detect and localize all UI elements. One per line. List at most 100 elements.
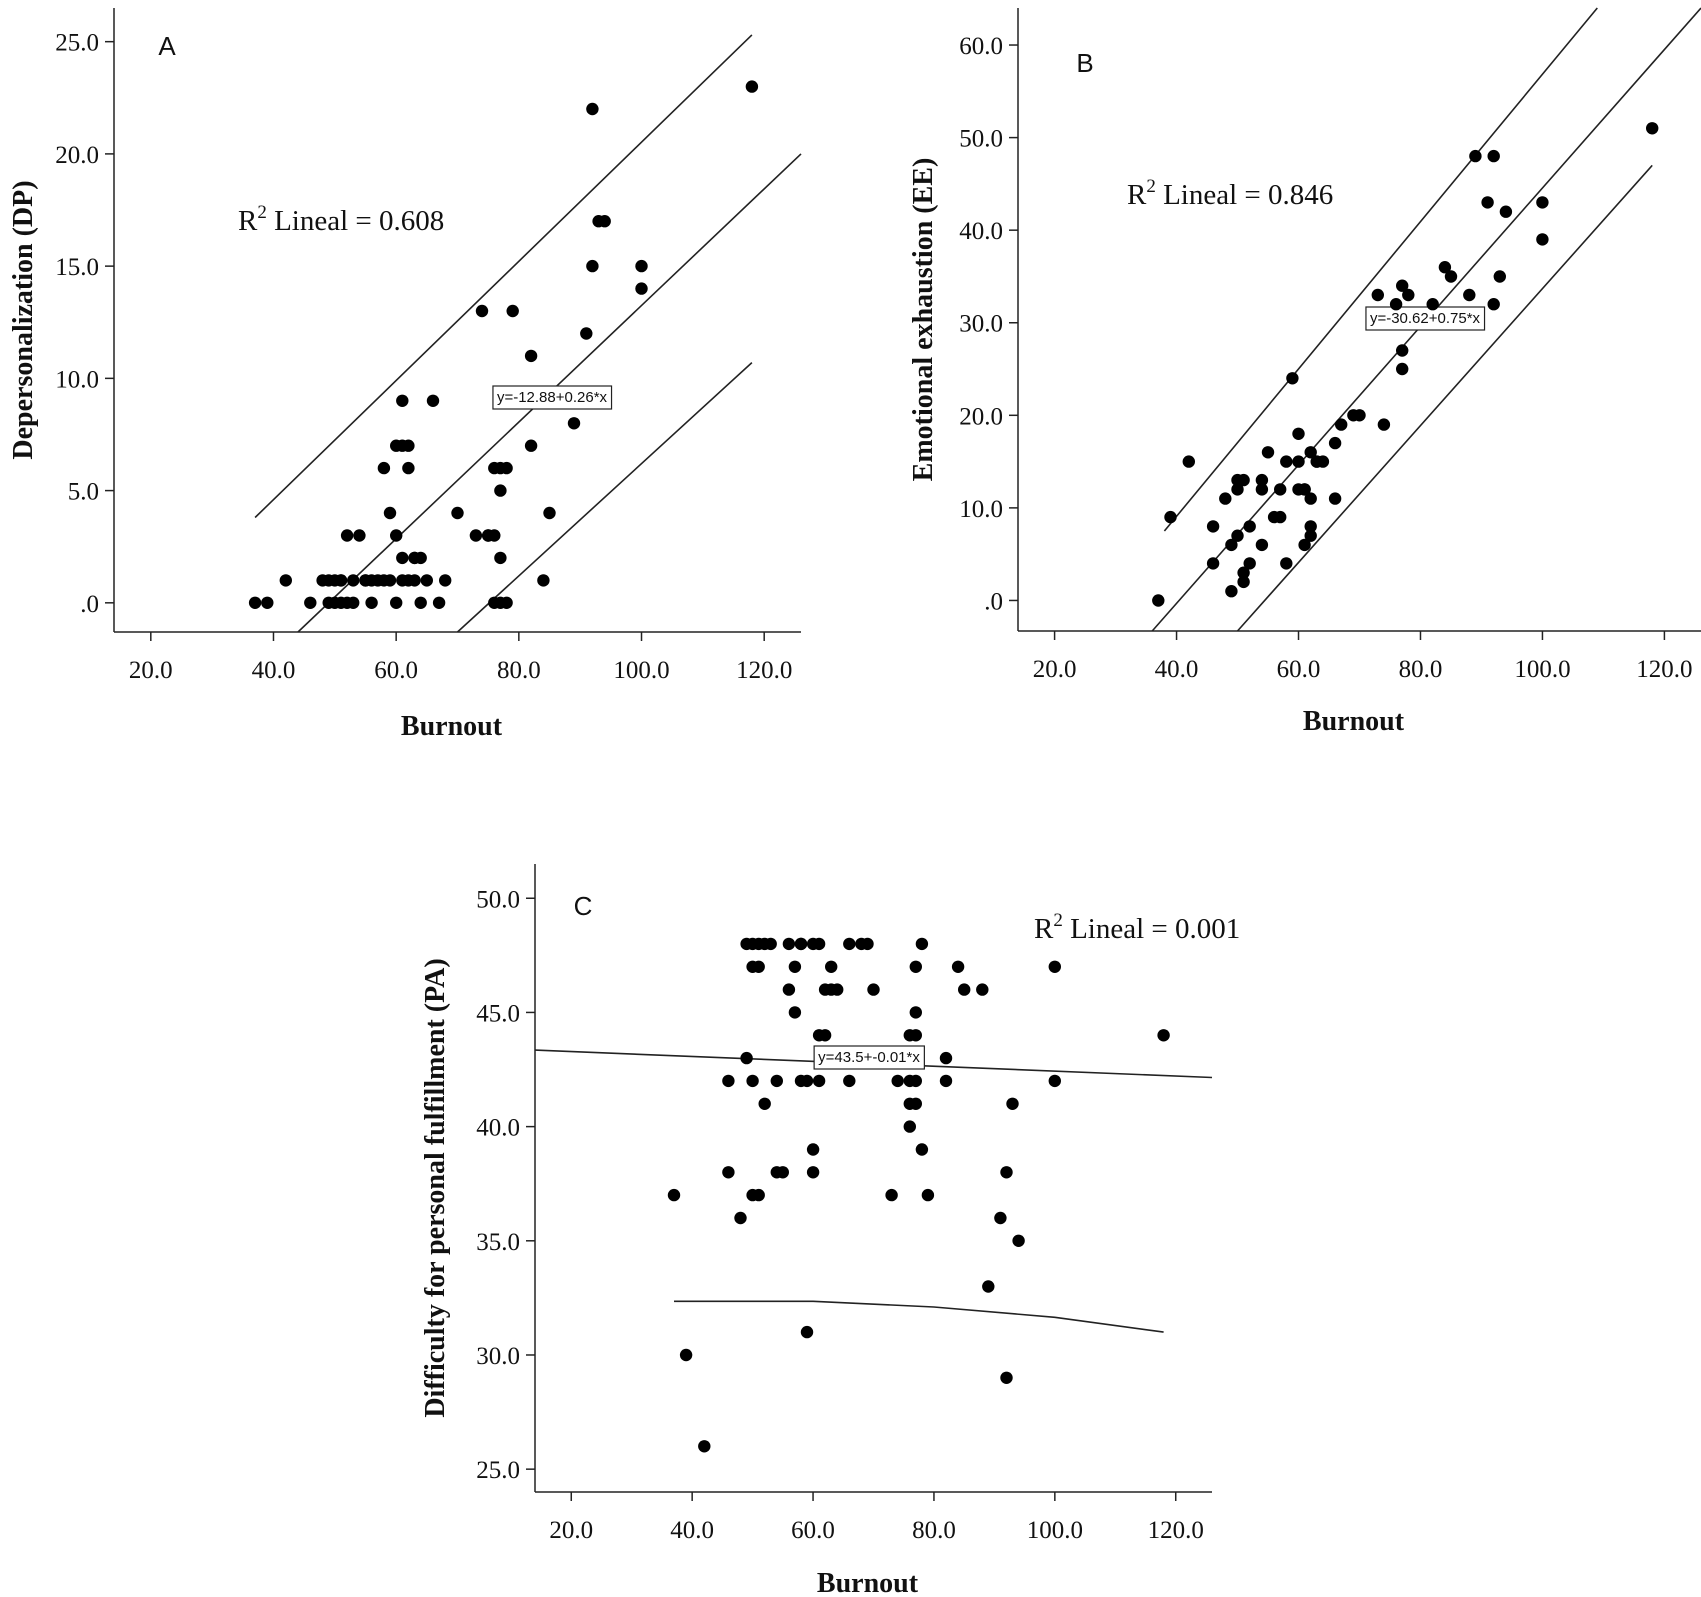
r2-annotation: R2 Lineal = 0.846 <box>1127 176 1333 211</box>
data-point <box>788 960 802 973</box>
data-point <box>524 439 538 452</box>
data-point <box>843 937 856 951</box>
data-point <box>782 937 796 951</box>
data-point <box>567 417 581 430</box>
data-point <box>1493 270 1507 283</box>
data-point <box>818 1029 832 1042</box>
data-point <box>396 551 409 565</box>
y-tick-label: 15.0 <box>55 254 99 281</box>
data-point <box>1157 1029 1170 1042</box>
y-tick-label: 20.0 <box>55 142 99 169</box>
data-point <box>1298 483 1311 496</box>
y-tick-label: .0 <box>984 588 1003 615</box>
x-tick-label: 80.0 <box>912 1517 956 1544</box>
data-point <box>915 937 929 951</box>
data-point <box>500 596 513 609</box>
data-point <box>635 282 648 295</box>
data-point <box>1261 446 1275 459</box>
data-point <box>982 1280 995 1293</box>
data-point <box>1255 473 1269 487</box>
data-point <box>304 596 317 609</box>
data-point <box>1012 1234 1025 1248</box>
data-point <box>752 1188 765 1202</box>
data-point <box>1396 362 1409 376</box>
r2-annotation: R2 Lineal = 0.001 <box>1034 910 1240 945</box>
x-tick-label: 60.0 <box>1277 656 1321 683</box>
data-point <box>1487 149 1500 163</box>
data-point <box>891 1074 904 1088</box>
data-point <box>1280 557 1293 570</box>
data-point <box>1389 298 1403 311</box>
data-point <box>951 960 965 973</box>
data-point <box>340 529 354 542</box>
y-tick-label: 20.0 <box>959 403 1003 430</box>
data-point <box>432 596 446 609</box>
data-point <box>843 1074 856 1088</box>
data-point <box>806 1143 820 1156</box>
data-point <box>334 574 348 587</box>
data-point <box>909 1029 922 1042</box>
data-point <box>1206 520 1220 533</box>
data-point <box>414 596 427 609</box>
data-point <box>1304 520 1317 533</box>
data-point <box>414 551 427 565</box>
panel-letter: A <box>158 31 176 61</box>
x-axis-title: Burnout <box>817 1568 919 1597</box>
x-tick-label: 40.0 <box>1155 656 1199 683</box>
data-point <box>885 1188 898 1202</box>
data-point <box>745 80 759 93</box>
data-point <box>939 1074 953 1088</box>
data-point <box>1304 492 1317 505</box>
x-tick-label: 80.0 <box>1399 656 1443 683</box>
data-point <box>1255 538 1269 552</box>
equation-box <box>1365 306 1486 331</box>
equation-box <box>492 385 613 410</box>
data-point <box>1292 427 1305 440</box>
data-point <box>939 1051 953 1065</box>
confidence-line-lower <box>674 1300 1164 1333</box>
chart-panel-a: 20.0 40.0 60.0 80.0 100.0 120.0 .0 5.0 10.0 15.0 2… <box>8 8 802 742</box>
data-point <box>420 574 433 587</box>
y-tick-label: 25.0 <box>476 1457 520 1484</box>
data-point <box>1304 446 1317 459</box>
data-point <box>764 937 777 951</box>
data-point <box>1231 529 1244 542</box>
data-point <box>1274 483 1287 496</box>
data-point <box>347 596 360 609</box>
data-point <box>1225 538 1238 552</box>
data-point <box>1152 594 1165 607</box>
data-point <box>667 1188 681 1202</box>
data-point <box>722 1166 735 1179</box>
data-point <box>825 960 838 973</box>
y-tick-label: 40.0 <box>959 218 1003 245</box>
y-tick-label: 10.0 <box>55 366 99 393</box>
data-point <box>915 1143 929 1156</box>
data-point <box>1536 196 1549 209</box>
data-point <box>909 960 922 973</box>
data-point <box>1182 455 1196 468</box>
data-point <box>402 461 415 475</box>
data-point <box>867 983 880 996</box>
y-tick-label: 30.0 <box>959 311 1003 338</box>
y-tick-label: 60.0 <box>959 33 1003 60</box>
data-point <box>861 937 874 951</box>
data-point <box>734 1211 747 1225</box>
x-tick-label: 100.0 <box>613 657 669 684</box>
data-point <box>1006 1097 1019 1111</box>
data-point <box>1328 492 1342 505</box>
x-axis-title: Burnout <box>1303 706 1405 737</box>
data-point <box>1353 409 1366 422</box>
data-point <box>909 1097 922 1111</box>
data-point <box>635 259 648 273</box>
data-point <box>383 574 397 587</box>
equation-label: y=43.5+-0.01*x <box>818 1049 920 1066</box>
data-point <box>426 394 440 407</box>
x-tick-label: 100.0 <box>1027 1517 1083 1544</box>
x-tick-label: 120.0 <box>1636 656 1692 683</box>
data-point <box>921 1188 935 1202</box>
data-point <box>1335 418 1348 431</box>
equation-box <box>813 1045 925 1070</box>
data-point <box>1274 510 1287 524</box>
x-tick-label: 20.0 <box>129 657 173 684</box>
chart-panel-b: 20.0 40.0 60.0 80.0 100.0 120.0 .0 10.0 20.0 30.0… <box>908 7 1701 737</box>
